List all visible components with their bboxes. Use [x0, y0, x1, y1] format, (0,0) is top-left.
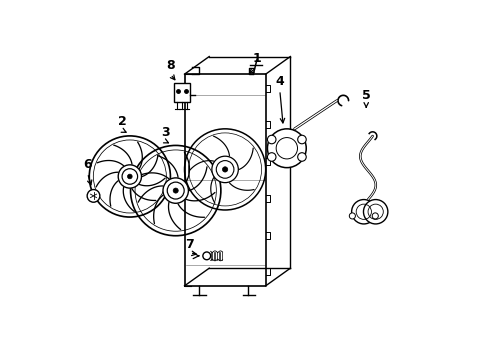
Circle shape: [267, 153, 275, 161]
Circle shape: [167, 182, 184, 199]
Circle shape: [216, 161, 233, 178]
Circle shape: [163, 178, 188, 203]
Circle shape: [203, 252, 210, 260]
Circle shape: [348, 213, 355, 219]
Circle shape: [267, 129, 305, 168]
Circle shape: [118, 165, 141, 188]
Circle shape: [222, 167, 227, 172]
Circle shape: [363, 199, 387, 224]
Circle shape: [297, 135, 305, 144]
Text: 7: 7: [185, 238, 194, 251]
Text: 4: 4: [275, 75, 284, 88]
Text: 1: 1: [252, 52, 261, 65]
Text: 3: 3: [161, 126, 169, 139]
Circle shape: [371, 213, 378, 219]
Circle shape: [211, 156, 238, 183]
Circle shape: [351, 199, 375, 224]
Circle shape: [122, 169, 137, 184]
Text: 8: 8: [166, 59, 174, 72]
Bar: [174, 83, 189, 102]
Circle shape: [267, 135, 275, 144]
Text: 5: 5: [361, 89, 370, 102]
Circle shape: [127, 174, 132, 179]
Text: 2: 2: [118, 115, 127, 128]
Circle shape: [87, 189, 100, 202]
Circle shape: [173, 188, 178, 193]
Text: 6: 6: [83, 158, 92, 171]
Circle shape: [297, 153, 305, 161]
